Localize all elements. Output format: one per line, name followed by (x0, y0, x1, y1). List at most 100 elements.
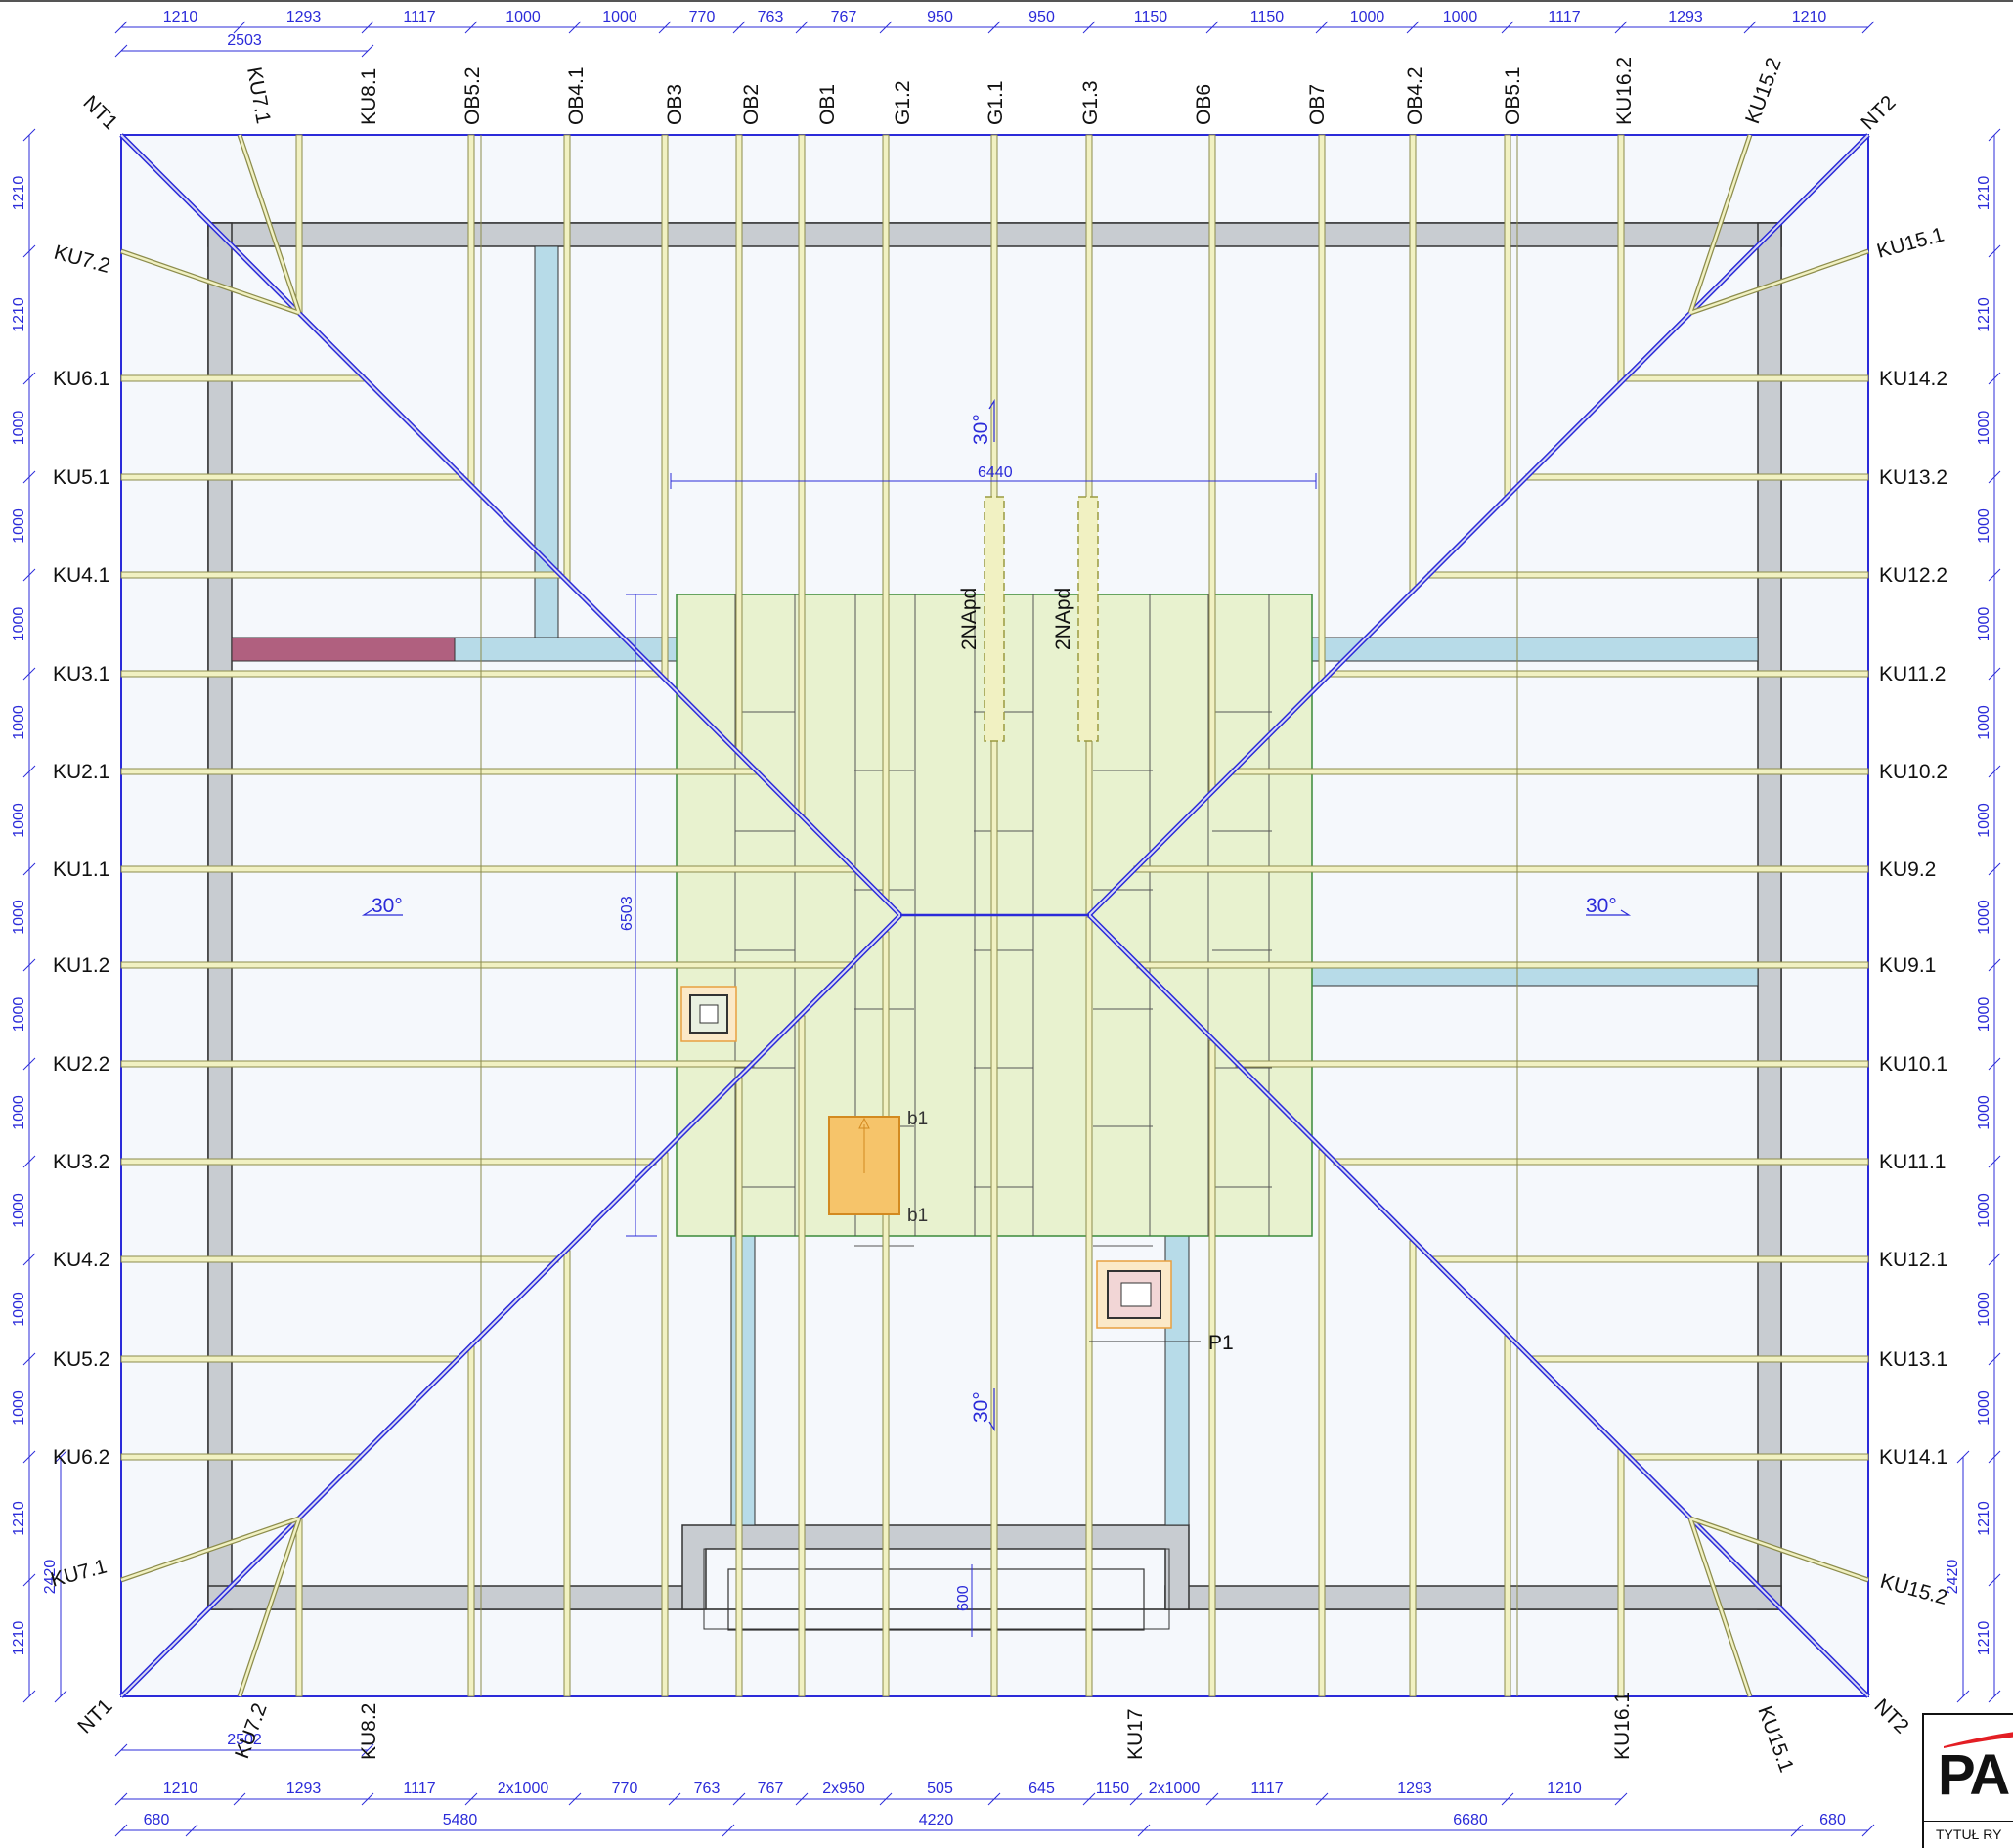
chimney-left-flue (700, 1005, 718, 1023)
p1-label: P1 (1208, 1332, 1234, 1354)
rafter-horizontal (121, 769, 758, 774)
dim-right-text: 1210 (1976, 1621, 1992, 1656)
dim-bottom2-text: 4220 (919, 1812, 954, 1828)
dim-right-text: 1000 (1976, 900, 1992, 935)
rafter-label-top: OB3 (664, 84, 686, 125)
dim-bottom1-text: 2x1000 (1149, 1781, 1201, 1797)
rafter-horizontal (1236, 1061, 1868, 1067)
rafter-horizontal (1428, 572, 1868, 578)
rafter-vertical-bottom (736, 1078, 742, 1696)
dim-top-text: 1150 (1250, 9, 1285, 25)
rafter-horizontal (121, 866, 855, 872)
rafter-vertical-bottom (1505, 1336, 1510, 1696)
rafter-horizontal (121, 1454, 361, 1460)
rafter-label-left: KU5.1 (53, 466, 109, 489)
dim-left-text: 1210 (11, 1501, 27, 1536)
wall-right (1758, 223, 1781, 1609)
title-caption: TYTUŁ RY (1936, 1826, 2001, 1842)
rafter-vertical-bottom (296, 1518, 302, 1696)
dim-left-text: 1000 (11, 705, 27, 740)
rafter-vertical-top (1319, 135, 1325, 682)
rafter-label-left: KU5.2 (53, 1348, 109, 1371)
rafter-label-top: KU8.1 (358, 68, 380, 125)
rafter-vertical-bottom (564, 1251, 570, 1696)
rafter-vertical-top (883, 135, 889, 900)
dim-left-text: 1210 (11, 297, 27, 332)
beam-vertical-left (535, 246, 558, 638)
rafter-label-left: KU3.2 (53, 1151, 109, 1173)
wall-bottom-right (1165, 1586, 1781, 1609)
rafter-horizontal (121, 1256, 558, 1262)
rafter-label-top: OB7 (1306, 84, 1329, 125)
chimney-right (1097, 1261, 1171, 1328)
dim-top-text: 1293 (1668, 9, 1703, 25)
rafter-label-top: OB1 (816, 84, 839, 125)
rafter-vertical-bottom (1209, 1040, 1215, 1696)
dim-right-text: 1000 (1976, 607, 1992, 642)
nap-label-2: 2NApd (1052, 588, 1074, 650)
dim-left-text: 1000 (11, 607, 27, 642)
rafter-horizontal (121, 1159, 656, 1165)
dim-top-text: 1000 (1350, 9, 1385, 25)
b1-label-bottom: b1 (907, 1206, 928, 1226)
dim-top-text: 1117 (403, 9, 435, 25)
nap-label-1: 2NApd (958, 588, 981, 650)
rafter-horizontal (1134, 866, 1868, 872)
dim-bottom1-text: 2x950 (822, 1781, 865, 1797)
rafter-label-top: OB4.1 (565, 66, 588, 125)
dim-bottom1-text: 1117 (403, 1781, 435, 1797)
dim-6440-text: 6440 (978, 464, 1013, 481)
rafter-horizontal (1137, 962, 1868, 968)
dim-top-text: 1000 (1443, 9, 1478, 25)
rafter-label-right: KU13.2 (1879, 466, 1947, 489)
rafter-vertical-bottom (662, 1153, 668, 1696)
rafter-vertical-top (564, 135, 570, 581)
rafter-label-left: KU6.1 (53, 368, 109, 390)
dim-bottom1-text: 770 (612, 1781, 638, 1797)
rafter-vertical-top (1618, 135, 1624, 382)
rafter-horizontal (1625, 375, 1868, 381)
rafter-vertical-top (736, 135, 742, 753)
dim-top-text: 1293 (286, 9, 322, 25)
dim-bottom1-text: 645 (1028, 1781, 1055, 1797)
rafter-label-right: KU12.1 (1879, 1249, 1947, 1271)
rafter-vertical-bottom (1618, 1449, 1624, 1696)
dim-bottom1-text: 767 (758, 1781, 784, 1797)
dim-left-text: 1000 (11, 1390, 27, 1426)
dim-right-text: 1000 (1976, 1292, 1992, 1327)
rafter-horizontal (121, 1356, 459, 1362)
slope-top-label: 30° (970, 414, 992, 445)
dim-top-text: 767 (831, 9, 857, 25)
rafter-horizontal (121, 572, 561, 578)
dim-top-text: 1000 (505, 9, 541, 25)
rafter-vertical-bottom (991, 915, 997, 1696)
dim-right-text: 1000 (1976, 705, 1992, 740)
dim-bottom1-text: 1293 (1397, 1781, 1432, 1797)
rafter-vertical-bottom (1086, 917, 1092, 1696)
rafter-vertical-top (468, 135, 474, 485)
dim-top-sub-text: 2503 (227, 32, 262, 49)
rafter-horizontal (1330, 671, 1868, 677)
chimney-right-flue (1121, 1283, 1151, 1306)
rafter-horizontal (121, 671, 660, 677)
dim-right-text: 1000 (1976, 1390, 1992, 1426)
dim-left-text: 1000 (11, 900, 27, 935)
rafter-vertical-bottom (1410, 1241, 1416, 1696)
dim-bottom2-text: 6680 (1453, 1812, 1488, 1828)
title-block: PA TYTUŁ RY (1922, 1713, 2013, 1848)
dim-left-text: 1210 (11, 176, 27, 211)
dim-left-text: 1000 (11, 997, 27, 1033)
dim-6503-text: 6503 (619, 896, 635, 931)
rafter-label-top: OB5.1 (1502, 66, 1524, 125)
dim-left-text: 1210 (11, 1621, 27, 1656)
dim-bottom1-text: 1293 (286, 1781, 322, 1797)
dim-top-text: 1210 (1792, 9, 1827, 25)
b1-label-top: b1 (907, 1109, 928, 1129)
dim-left-text: 1000 (11, 803, 27, 838)
rafter-horizontal (1526, 474, 1868, 480)
rafter-vertical-top (296, 135, 302, 313)
rafter-label-top: G1.3 (1079, 80, 1102, 125)
rafter-label-right: KU10.2 (1879, 761, 1947, 783)
rafter-label-left: KU2.2 (53, 1053, 109, 1076)
rafter-horizontal (1531, 1356, 1868, 1362)
